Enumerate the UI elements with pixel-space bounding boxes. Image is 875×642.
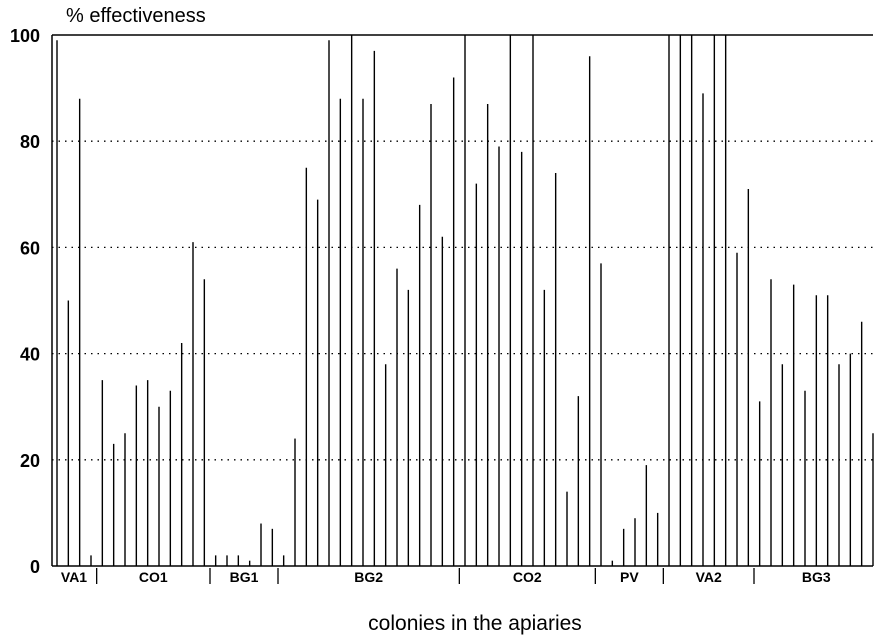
group-label: VA1 — [61, 569, 87, 585]
y-tick-labels: 0 20 40 60 80 100 — [10, 26, 40, 577]
x-axis-title: colonies in the apiaries — [368, 612, 582, 635]
group-label: BG2 — [354, 569, 383, 585]
y-tick-label: 40 — [20, 345, 40, 365]
y-tick-label: 60 — [20, 238, 40, 258]
y-tick-label: 20 — [20, 451, 40, 471]
group-label: CO1 — [139, 569, 168, 585]
group-label: BG1 — [230, 569, 259, 585]
group-label: PV — [620, 569, 639, 585]
axes — [51, 34, 873, 567]
grid-lines — [52, 140, 873, 461]
group-label: VA2 — [696, 569, 722, 585]
y-tick-label: 80 — [20, 132, 40, 152]
group-label: CO2 — [513, 569, 542, 585]
group-labels: VA1 CO1 BG1 BG2 CO2 PV VA2 BG3 — [61, 568, 831, 585]
y-tick-label: 0 — [30, 557, 40, 577]
bars — [56, 35, 874, 566]
group-label: BG3 — [802, 569, 831, 585]
y-tick-label: 100 — [10, 26, 40, 46]
y-axis-title: % effectiveness — [66, 5, 206, 27]
